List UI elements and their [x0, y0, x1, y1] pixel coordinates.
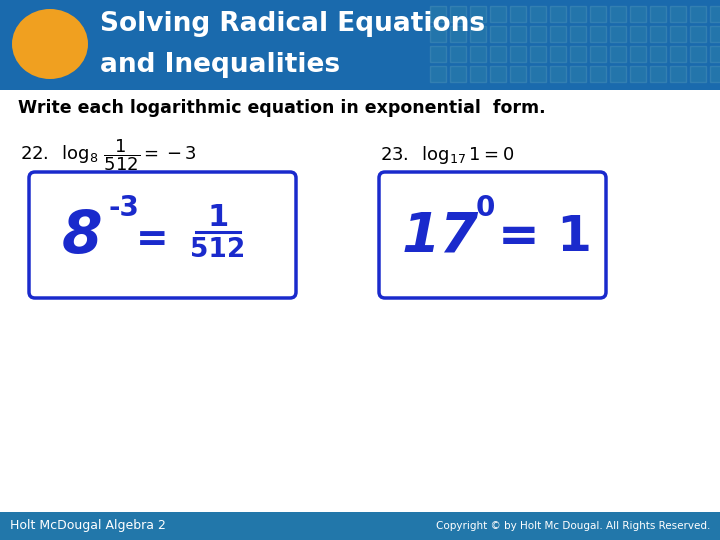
Bar: [570, 26, 586, 42]
Bar: [470, 46, 486, 62]
Bar: [670, 26, 686, 42]
Bar: [710, 66, 720, 82]
Bar: [530, 66, 546, 82]
Bar: [550, 66, 566, 82]
Text: 512: 512: [190, 237, 246, 263]
Bar: [610, 46, 626, 62]
Bar: [670, 66, 686, 82]
Bar: [490, 66, 506, 82]
Bar: [470, 26, 486, 42]
Bar: [650, 6, 666, 22]
Text: 0: 0: [476, 194, 495, 222]
Text: = 1: = 1: [498, 213, 592, 261]
Bar: [430, 66, 446, 82]
Bar: [430, 46, 446, 62]
Bar: [670, 46, 686, 62]
Bar: [0, 90, 720, 512]
Text: Holt McDougal Algebra 2: Holt McDougal Algebra 2: [10, 519, 166, 532]
Text: $22.\;\;\log_8\,\dfrac{1}{512}=-3$: $22.\;\;\log_8\,\dfrac{1}{512}=-3$: [20, 137, 197, 173]
Bar: [630, 6, 646, 22]
Text: Solving Radical Equations: Solving Radical Equations: [100, 11, 485, 37]
Bar: [550, 46, 566, 62]
Bar: [550, 26, 566, 42]
Bar: [650, 46, 666, 62]
Bar: [650, 26, 666, 42]
Bar: [570, 6, 586, 22]
Bar: [690, 46, 706, 62]
Bar: [450, 26, 466, 42]
Text: $23.\;\;\log_{17}1=0$: $23.\;\;\log_{17}1=0$: [380, 144, 515, 166]
Bar: [550, 6, 566, 22]
Bar: [690, 6, 706, 22]
Bar: [570, 46, 586, 62]
Bar: [530, 6, 546, 22]
Bar: [0, 0, 720, 90]
Text: -3: -3: [108, 194, 139, 222]
Bar: [710, 46, 720, 62]
Bar: [630, 66, 646, 82]
Bar: [510, 6, 526, 22]
Bar: [590, 6, 606, 22]
Bar: [690, 66, 706, 82]
Bar: [630, 46, 646, 62]
Bar: [490, 46, 506, 62]
Bar: [490, 26, 506, 42]
Bar: [510, 46, 526, 62]
Text: 8: 8: [62, 208, 102, 266]
Bar: [610, 66, 626, 82]
Bar: [630, 26, 646, 42]
Bar: [490, 6, 506, 22]
Bar: [430, 6, 446, 22]
Text: Write each logarithmic equation in exponential  form.: Write each logarithmic equation in expon…: [18, 99, 546, 117]
Bar: [510, 26, 526, 42]
Bar: [590, 66, 606, 82]
Bar: [690, 26, 706, 42]
Bar: [0, 90, 720, 512]
Bar: [430, 26, 446, 42]
Text: 1: 1: [207, 204, 229, 233]
Bar: [590, 26, 606, 42]
Bar: [530, 26, 546, 42]
Text: Copyright © by Holt Mc Dougal. All Rights Reserved.: Copyright © by Holt Mc Dougal. All Right…: [436, 521, 710, 531]
Bar: [570, 66, 586, 82]
Bar: [470, 66, 486, 82]
Bar: [670, 6, 686, 22]
Text: and Inequalities: and Inequalities: [100, 52, 340, 78]
FancyBboxPatch shape: [379, 172, 606, 298]
Bar: [0, 512, 720, 540]
Ellipse shape: [12, 9, 88, 79]
Bar: [510, 66, 526, 82]
Bar: [450, 66, 466, 82]
Bar: [450, 46, 466, 62]
Bar: [470, 6, 486, 22]
Bar: [610, 6, 626, 22]
Bar: [650, 66, 666, 82]
Bar: [710, 26, 720, 42]
Bar: [710, 6, 720, 22]
Bar: [530, 46, 546, 62]
Text: 17: 17: [401, 210, 479, 264]
Bar: [590, 46, 606, 62]
Bar: [610, 26, 626, 42]
Text: =: =: [135, 221, 168, 259]
FancyBboxPatch shape: [29, 172, 296, 298]
Bar: [450, 6, 466, 22]
